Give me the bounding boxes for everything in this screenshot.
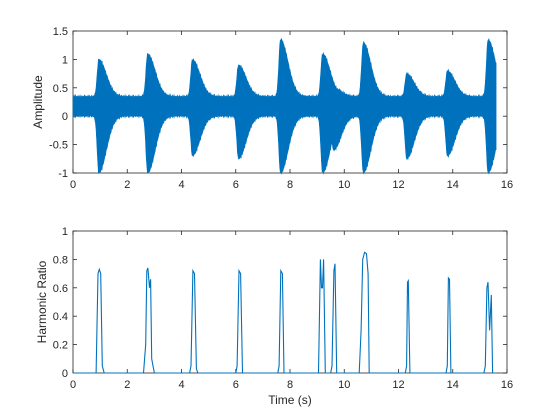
x-tick-label: 4 — [178, 379, 184, 391]
x-tick-label: 0 — [70, 379, 76, 391]
x-tick-label: 16 — [501, 379, 513, 391]
harmonic-ratio-plot-frame — [72, 230, 508, 374]
x-tick-label: 8 — [287, 379, 293, 391]
amplitude-axes: 0 2 4 6 8 10 12 14 16 -1 -0.5 0 0.5 1 1.5 Amplitude — [31, 26, 513, 191]
x-tick-label: 12 — [392, 379, 404, 391]
y-tick-label: 0.5 — [53, 83, 68, 95]
y-tick-label: 0.2 — [53, 340, 68, 352]
harmonic-ratio-y-axis-label: Harmonic Ratio — [35, 260, 49, 343]
x-tick-label: 10 — [338, 379, 350, 391]
x-tick-label: 4 — [178, 179, 184, 191]
y-tick-label: 0.8 — [53, 254, 68, 266]
x-tick-label: 6 — [233, 379, 239, 391]
x-tick-label: 2 — [124, 379, 130, 391]
y-tick-label: -1 — [58, 168, 68, 180]
x-tick-label: 16 — [501, 179, 513, 191]
x-tick-label: 8 — [287, 179, 293, 191]
y-tick-label: -0.5 — [49, 140, 68, 152]
x-tick-label: 2 — [124, 179, 130, 191]
y-tick-label: 1.5 — [53, 26, 68, 38]
amplitude-x-ticks: 0 2 4 6 8 10 12 14 16 — [70, 31, 513, 191]
y-tick-label: 0 — [62, 368, 68, 380]
harmonic-ratio-y-ticks: 0 0.2 0.4 0.6 0.8 1 — [53, 226, 507, 380]
y-tick-label: 1 — [62, 226, 68, 238]
amplitude-y-axis-label: Amplitude — [31, 75, 45, 129]
harmonic-ratio-series — [73, 251, 497, 374]
harmonic-ratio-axes: 0 2 4 6 8 10 12 14 16 0 0.2 0.4 0.6 0.8 1 Harmonic Ra… — [35, 226, 513, 407]
time-x-axis-label: Time (s) — [268, 393, 312, 407]
harmonic-ratio-line — [73, 251, 497, 374]
amplitude-y-ticks: -1 -0.5 0 0.5 1 1.5 — [49, 26, 507, 180]
y-tick-label: 1 — [62, 54, 68, 66]
x-tick-label: 12 — [392, 179, 404, 191]
x-tick-label: 14 — [447, 179, 459, 191]
y-tick-label: 0.6 — [53, 283, 68, 295]
amplitude-series — [72, 37, 497, 176]
x-tick-label: 14 — [447, 379, 459, 391]
x-tick-label: 6 — [233, 179, 239, 191]
amplitude-waveform — [72, 37, 497, 176]
x-tick-label: 10 — [338, 179, 350, 191]
harmonic-ratio-x-ticks: 0 2 4 6 8 10 12 14 16 — [70, 231, 513, 391]
y-tick-label: 0.4 — [53, 311, 68, 323]
x-tick-label: 0 — [70, 179, 76, 191]
y-tick-label: 0 — [62, 111, 68, 123]
